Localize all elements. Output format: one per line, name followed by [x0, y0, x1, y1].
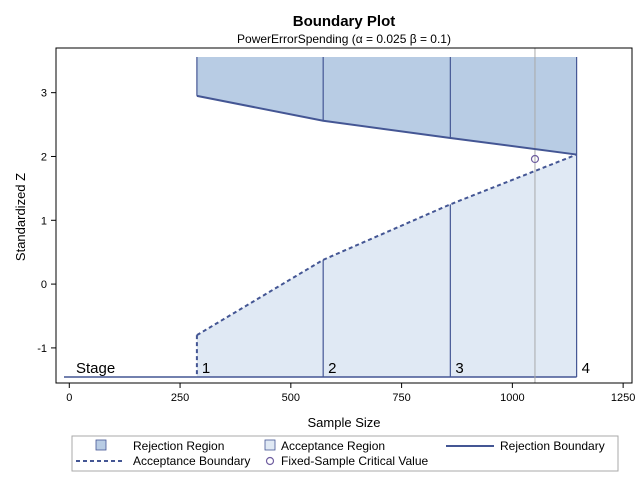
x-tick-label: 250: [171, 392, 189, 404]
stage-label-3: 3: [455, 360, 463, 377]
y-axis-label: Standardized Z: [13, 173, 28, 261]
legend: Rejection Region Acceptance Region Rejec…: [71, 435, 619, 472]
rejection-region-swatch: [95, 439, 107, 451]
x-tick-label: 500: [282, 392, 300, 404]
acceptance-boundary-line: [196, 153, 577, 337]
legend-border: [71, 435, 619, 472]
legend-label-acceptance-region: Acceptance Region: [281, 439, 385, 453]
x-tick-label: 0: [66, 392, 72, 404]
stage-label-4: 4: [582, 360, 590, 377]
fixed-sample-critical-value-marker: [530, 154, 540, 164]
acceptance-region: [196, 154, 577, 377]
chart-subtitle: PowerErrorSpending (α = 0.025 β = 0.1): [237, 32, 451, 46]
chart-title: Boundary Plot: [293, 13, 396, 30]
rejection-region: [196, 57, 577, 155]
x-axis-label: Sample Size: [308, 415, 381, 430]
fixed-sample-marker-swatch: [265, 456, 275, 466]
y-tick-label: 0: [41, 279, 47, 291]
x-tick-label: 1250: [611, 392, 635, 404]
y-tick-label: 2: [41, 151, 47, 163]
stage-title-label: Stage: [76, 360, 115, 377]
plot-frame: [55, 47, 633, 384]
stage-label-2: 2: [328, 360, 336, 377]
x-tick-label: 750: [392, 392, 410, 404]
stage-label-1: 1: [202, 360, 210, 377]
acceptance-region-swatch: [264, 439, 276, 451]
legend-label-rejection-region: Rejection Region: [133, 439, 224, 453]
legend-label-fixed-sample: Fixed-Sample Critical Value: [281, 454, 428, 468]
plot-area: Stage 1 2 3 4 0 250 500 750 1000 1250 -1 0 1 2 3: [37, 47, 635, 404]
rejection-boundary-line: [196, 94, 577, 156]
y-tick-label: 1: [41, 215, 47, 227]
y-tick-label: -1: [37, 343, 47, 355]
y-tick-label: 3: [41, 88, 47, 100]
x-tick-label: 1000: [500, 392, 524, 404]
legend-label-rejection-boundary: Rejection Boundary: [500, 439, 605, 453]
legend-label-acceptance-boundary: Acceptance Boundary: [133, 454, 250, 468]
